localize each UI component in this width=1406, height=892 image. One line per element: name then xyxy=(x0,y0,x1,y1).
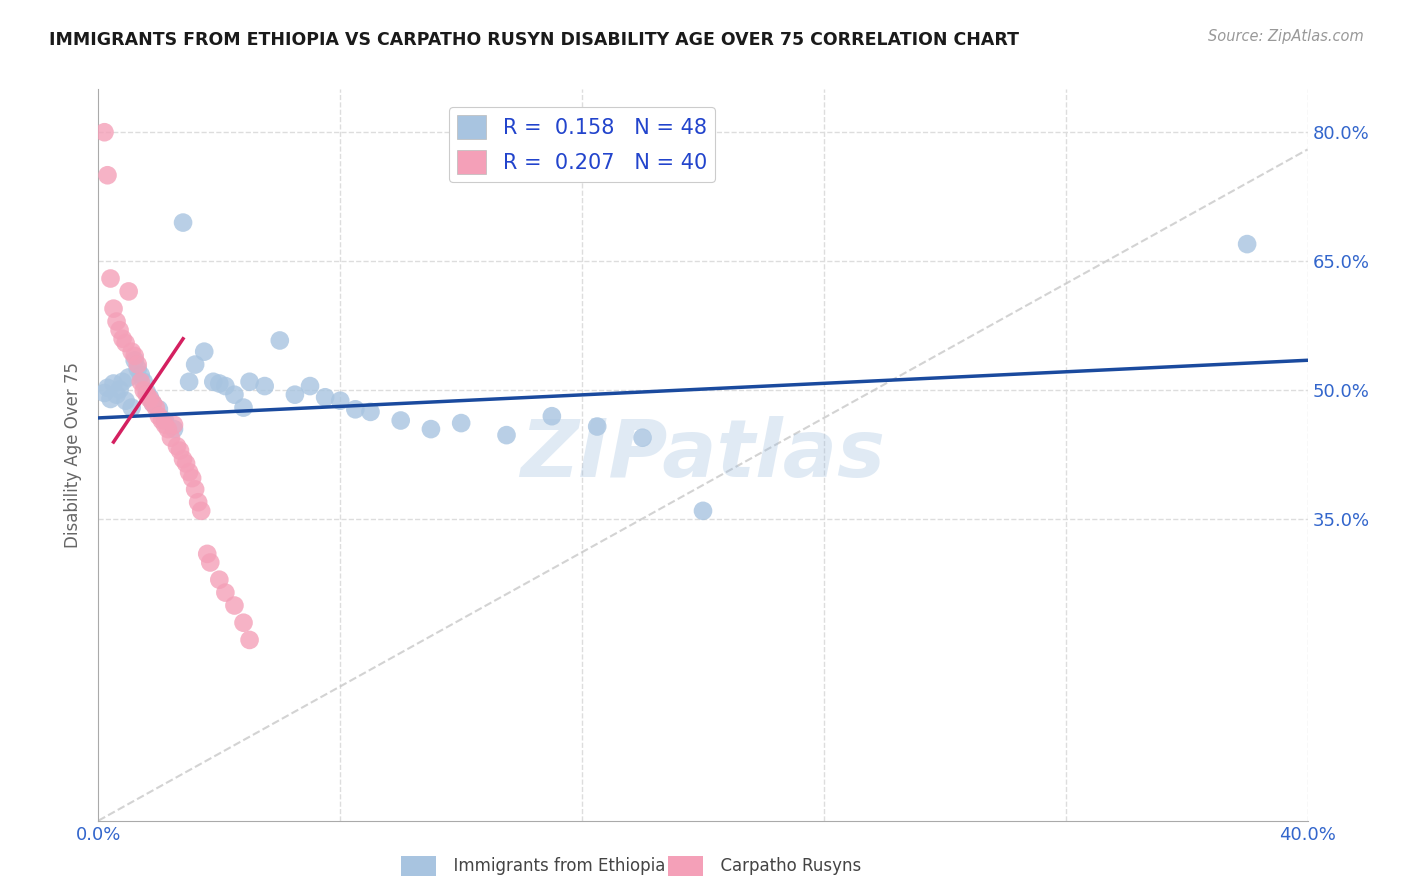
Point xyxy=(139,390,162,404)
Point xyxy=(169,443,191,458)
Point xyxy=(135,385,157,400)
Point xyxy=(329,393,352,408)
Point xyxy=(692,504,714,518)
Point xyxy=(93,125,115,139)
Point xyxy=(132,384,155,398)
Point xyxy=(172,216,194,230)
Point xyxy=(127,362,149,376)
Point xyxy=(232,401,254,415)
Point xyxy=(239,632,262,647)
Point xyxy=(96,381,118,395)
Point xyxy=(166,439,188,453)
Text: Source: ZipAtlas.com: Source: ZipAtlas.com xyxy=(1208,29,1364,44)
Point xyxy=(208,376,231,391)
Point xyxy=(195,547,218,561)
Point xyxy=(111,375,134,389)
Point xyxy=(202,375,225,389)
Point xyxy=(420,422,443,436)
Point xyxy=(187,495,209,509)
Legend: R =  0.158   N = 48, R =  0.207   N = 40: R = 0.158 N = 48, R = 0.207 N = 40 xyxy=(449,107,716,182)
Point xyxy=(360,405,382,419)
Point xyxy=(232,615,254,630)
Text: IMMIGRANTS FROM ETHIOPIA VS CARPATHO RUSYN DISABILITY AGE OVER 75 CORRELATION CH: IMMIGRANTS FROM ETHIOPIA VS CARPATHO RUS… xyxy=(49,31,1019,49)
Point xyxy=(179,375,201,389)
Text: Immigrants from Ethiopia: Immigrants from Ethiopia xyxy=(443,857,665,875)
Point xyxy=(184,483,207,497)
Point xyxy=(586,419,609,434)
Point xyxy=(299,379,322,393)
Point xyxy=(129,368,152,382)
Point xyxy=(214,379,236,393)
Point xyxy=(284,387,307,401)
Point xyxy=(253,379,276,393)
Point xyxy=(127,358,149,372)
Point xyxy=(193,344,215,359)
Point xyxy=(172,452,194,467)
Point xyxy=(239,375,262,389)
Point xyxy=(139,392,162,406)
Point xyxy=(100,392,122,406)
Point xyxy=(214,585,236,599)
Point xyxy=(108,383,131,397)
Point xyxy=(269,334,291,348)
Point xyxy=(314,390,336,404)
Point xyxy=(156,422,179,436)
Point xyxy=(114,336,136,351)
Point xyxy=(148,409,170,424)
Point xyxy=(153,417,176,432)
Point xyxy=(103,376,125,391)
Point xyxy=(389,413,412,427)
Point xyxy=(200,556,222,570)
Point xyxy=(160,431,183,445)
Point xyxy=(344,402,367,417)
Text: Carpatho Rusyns: Carpatho Rusyns xyxy=(710,857,862,875)
Point xyxy=(118,285,141,299)
Point xyxy=(121,344,143,359)
Point xyxy=(179,465,201,479)
Point xyxy=(190,504,212,518)
Point xyxy=(181,471,204,485)
Point xyxy=(135,387,157,401)
Point xyxy=(100,271,122,285)
Point xyxy=(118,370,141,384)
Y-axis label: Disability Age Over 75: Disability Age Over 75 xyxy=(65,362,83,548)
Point xyxy=(148,402,170,417)
Point xyxy=(631,431,654,445)
Point xyxy=(208,573,231,587)
Point xyxy=(114,393,136,408)
Point xyxy=(105,387,128,401)
Point xyxy=(224,599,246,613)
Point xyxy=(132,375,155,389)
Point xyxy=(142,396,165,410)
Point xyxy=(224,387,246,401)
Point xyxy=(124,353,146,368)
Point xyxy=(495,428,517,442)
Point xyxy=(145,401,167,415)
Point xyxy=(174,457,197,471)
Point xyxy=(108,323,131,337)
Point xyxy=(540,409,562,424)
Point xyxy=(1236,237,1258,252)
Point xyxy=(124,349,146,363)
Point xyxy=(105,314,128,328)
Point xyxy=(129,375,152,389)
Point xyxy=(93,386,115,401)
Point xyxy=(103,301,125,316)
Point xyxy=(184,358,207,372)
Point xyxy=(163,417,186,432)
Point xyxy=(142,396,165,410)
Point xyxy=(96,168,118,182)
Point xyxy=(150,413,173,427)
Text: ZIPatlas: ZIPatlas xyxy=(520,416,886,494)
Point xyxy=(121,401,143,415)
Point xyxy=(163,422,186,436)
Point xyxy=(111,332,134,346)
Point xyxy=(153,413,176,427)
Point xyxy=(450,416,472,430)
